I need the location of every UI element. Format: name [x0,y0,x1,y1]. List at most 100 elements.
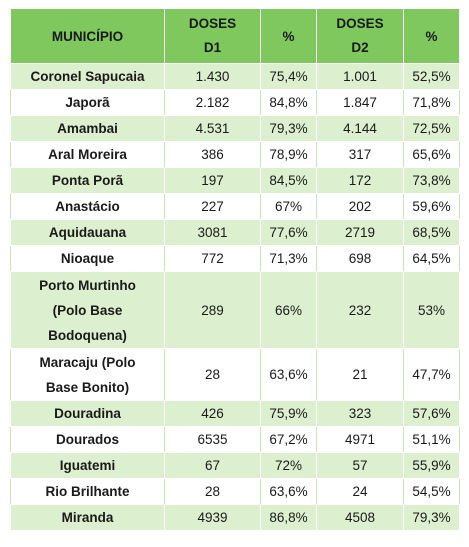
cell-percent-d1: 75,4% [260,63,317,90]
cell-percent-d1: 67,2% [260,426,317,453]
cell-doses-d1: 3081 [164,219,261,246]
cell-municipio: Rio Brilhante [10,478,165,505]
table-body: Coronel Sapucaia 1.430 75,4% 1.001 52,5% Japo… [10,63,460,531]
cell-municipio: Aquidauana [10,219,165,246]
cell-doses-d2: 4508 [316,504,404,531]
header-doses-d2-line1: DOSES [336,16,384,31]
cell-percent-d2: 55,9% [403,452,460,479]
cell-doses-d1: 4.531 [164,115,261,142]
municipio-name-line: Maracaju (Polo [39,354,136,370]
cell-percent-d1: 72% [260,452,317,479]
cell-doses-d2: 4.144 [316,115,404,142]
cell-percent-d2: 53% [403,271,460,349]
cell-percent-d2: 72,5% [403,115,460,142]
cell-municipio: Porto Murtinho (Polo Base Bodoquena) [10,271,165,349]
header-municipio: MUNICÍPIO [10,8,165,64]
cell-doses-d1: 289 [164,271,261,349]
municipio-name-line: Amambai [57,121,118,136]
cell-doses-d2: 4971 [316,426,404,453]
municipio-name-line: Coronel Sapucaia [30,69,145,84]
cell-doses-d1: 1.430 [164,63,261,90]
header-doses-d2: DOSES D2 [316,8,404,64]
cell-percent-d1: 86,8% [260,504,317,531]
table-row: Amambai 4.531 79,3% 4.144 72,5% [10,115,460,142]
cell-doses-d1: 4939 [164,504,261,531]
table-row: Porto Murtinho (Polo Base Bodoquena) 289 66%… [10,271,460,349]
cell-percent-d2: 68,5% [403,219,460,246]
cell-municipio: Aral Moreira [10,141,165,168]
header-percent-d2: % [403,8,460,64]
cell-percent-d2: 73,8% [403,167,460,194]
municipio-name-line: Japorã [65,95,110,110]
table-header: MUNICÍPIO DOSES D1 % DOSES D2 % [10,8,460,64]
municipio-name-line: Iguatemi [59,458,116,473]
municipio-name-line: Aquidauana [48,225,127,240]
cell-percent-d1: 78,9% [260,141,317,168]
municipio-name-line: (Polo Base [52,302,123,318]
cell-percent-d2: 64,5% [403,245,460,272]
cell-percent-d2: 65,6% [403,141,460,168]
cell-percent-d1: 63,6% [260,478,317,505]
cell-doses-d2: 202 [316,193,404,220]
cell-doses-d1: 28 [164,478,261,505]
table-row: Iguatemi 67 72% 57 55,9% [10,452,460,479]
municipio-name-line: Rio Brilhante [45,484,130,499]
vaccination-table-container: MUNICÍPIO DOSES D1 % DOSES D2 % Coronel … [10,8,460,531]
cell-municipio: Douradina [10,400,165,427]
cell-percent-d2: 47,7% [403,348,460,401]
cell-percent-d1: 66% [260,271,317,349]
table-row: Miranda 4939 86,8% 4508 79,3% [10,504,460,531]
table-row: Rio Brilhante 28 63,6% 24 54,5% [10,478,460,505]
cell-doses-d1: 772 [164,245,261,272]
cell-percent-d1: 67% [260,193,317,220]
cell-doses-d2: 172 [316,167,404,194]
cell-doses-d1: 386 [164,141,261,168]
cell-municipio: Amambai [10,115,165,142]
municipio-name-line: Ponta Porã [51,173,124,188]
cell-percent-d2: 57,6% [403,400,460,427]
cell-doses-d2: 317 [316,141,404,168]
cell-percent-d2: 79,3% [403,504,460,531]
cell-doses-d2: 323 [316,400,404,427]
cell-doses-d2: 57 [316,452,404,479]
table-row: Ponta Porã 197 84,5% 172 73,8% [10,167,460,194]
municipio-name-line: Miranda [61,510,114,525]
cell-doses-d1: 426 [164,400,261,427]
header-doses-d2-line2: D2 [351,40,369,55]
cell-doses-d2: 2719 [316,219,404,246]
cell-doses-d1: 6535 [164,426,261,453]
municipio-name-line: Bodoquena) [48,327,127,343]
header-percent-d1: % [260,8,317,64]
header-doses-d1-line1: DOSES [188,16,237,31]
cell-doses-d2: 232 [316,271,404,349]
cell-doses-d2: 1.001 [316,63,404,90]
cell-percent-d1: 79,3% [260,115,317,142]
cell-municipio: Iguatemi [10,452,165,479]
cell-doses-d2: 21 [316,348,404,401]
cell-doses-d2: 24 [316,478,404,505]
table-row: Japorã 2.182 84,8% 1.847 71,8% [10,89,460,116]
table-row: Douradina 426 75,9% 323 57,6% [10,400,460,427]
header-row: MUNICÍPIO DOSES D1 % DOSES D2 % [10,8,460,64]
cell-municipio: Japorã [10,89,165,116]
cell-percent-d1: 84,5% [260,167,317,194]
cell-municipio: Nioaque [10,245,165,272]
municipio-name-line: Dourados [55,432,119,447]
header-doses-d1: DOSES D1 [164,8,261,64]
table-row: Aquidauana 3081 77,6% 2719 68,5% [10,219,460,246]
header-doses-d1-line2: D1 [203,40,222,55]
cell-percent-d2: 52,5% [403,63,460,90]
cell-percent-d2: 54,5% [403,478,460,505]
municipio-name-line: Douradina [54,406,121,421]
table-row: Coronel Sapucaia 1.430 75,4% 1.001 52,5% [10,63,460,90]
cell-doses-d1: 227 [164,193,261,220]
cell-percent-d1: 63,6% [260,348,317,401]
cell-doses-d1: 67 [164,452,261,479]
cell-percent-d1: 77,6% [260,219,317,246]
table-row: Dourados 6535 67,2% 4971 51,1% [10,426,460,453]
municipio-name-line: Porto Murtinho [39,277,136,293]
cell-municipio: Ponta Porã [10,167,165,194]
cell-doses-d2: 1.847 [316,89,404,116]
cell-municipio: Dourados [10,426,165,453]
cell-percent-d2: 71,8% [403,89,460,116]
